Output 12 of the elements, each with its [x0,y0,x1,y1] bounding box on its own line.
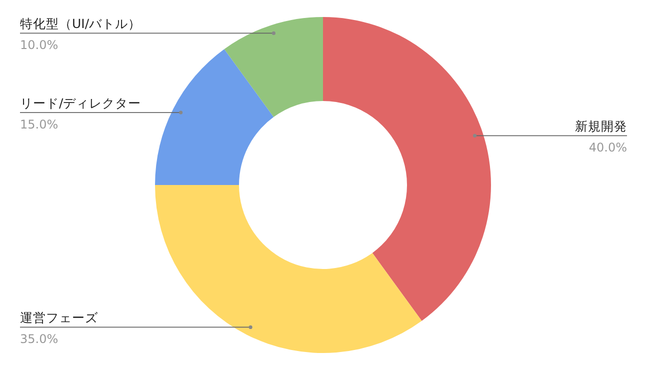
data-label: 15.0% [20,118,58,132]
donut-slice [155,185,422,353]
data-label: 10.0% [20,38,58,52]
donut-slice [323,17,491,321]
slice-label: 特化型（UI/バトル） [20,16,142,32]
slice-label: 運営フェーズ [20,310,99,326]
donut-slice [224,17,323,118]
slice-label: 新規開発 [575,118,627,134]
donut-slice [155,49,274,185]
data-label: 40.0% [588,140,627,155]
slice-label: リード/ディレクター [20,96,142,111]
data-label: 35.0% [20,332,58,346]
